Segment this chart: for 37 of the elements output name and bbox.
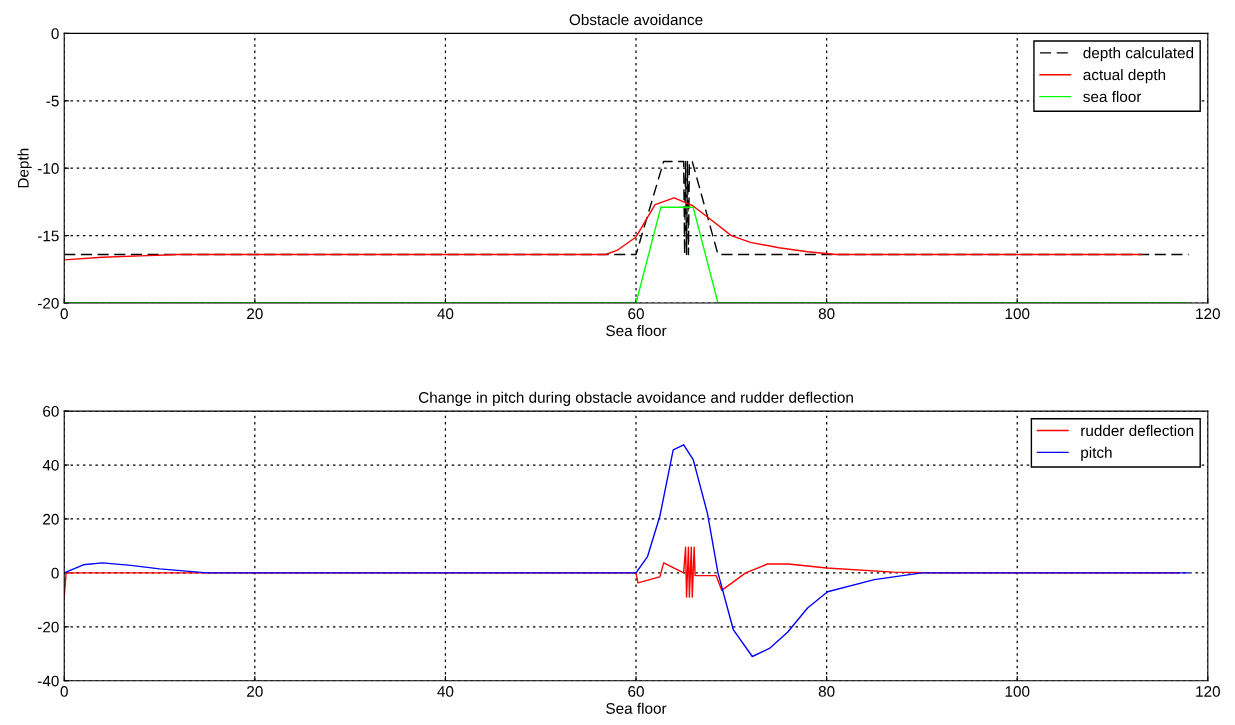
- y-tick-label: -5: [46, 95, 59, 107]
- y-tick-label: -10: [37, 163, 59, 174]
- legend-label: sea floor: [1083, 90, 1142, 103]
- x-axis-title: Sea floor: [606, 702, 667, 714]
- legend-label: pitch: [1081, 446, 1112, 461]
- chart-title: Obstacle avoidance: [569, 13, 703, 26]
- x-tick-label: 60: [628, 308, 644, 320]
- x-tick-label: 0: [60, 308, 68, 320]
- x-tick-label: 120: [1196, 308, 1220, 320]
- x-axis-title: Sea floor: [606, 324, 667, 337]
- x-tick-label: 100: [1005, 308, 1030, 320]
- x-tick-label: 120: [1196, 686, 1220, 697]
- y-tick-label: -15: [37, 230, 59, 242]
- legend-label: actual depth: [1083, 68, 1166, 84]
- x-tick-label: 60: [628, 686, 644, 697]
- line-series: [64, 444, 1190, 658]
- y-tick-label: -20: [37, 621, 59, 633]
- x-tick-label: 40: [437, 686, 454, 697]
- y-tick-label: -20: [37, 297, 59, 309]
- y-tick-label: -40: [37, 675, 59, 687]
- x-tick-label: 20: [247, 686, 263, 697]
- x-tick-label: 80: [818, 308, 835, 320]
- line-series: [64, 197, 1142, 261]
- x-tick-label: 80: [818, 686, 835, 697]
- x-tick-label: 0: [60, 686, 68, 697]
- y-tick-label: 20: [43, 513, 59, 525]
- x-tick-label: 100: [1005, 686, 1030, 697]
- y-tick-label: 0: [51, 28, 59, 40]
- x-tick-label: 40: [437, 308, 454, 320]
- chart-title: Change in pitch during obstacle avoidance and rudder deflection: [418, 391, 853, 406]
- x-tick-label: 20: [247, 308, 263, 320]
- y-tick-label: 0: [51, 567, 59, 579]
- y-tick-label: 60: [43, 405, 59, 417]
- legend-label: depth calculated: [1083, 47, 1194, 62]
- y-axis-title: Depth: [17, 148, 32, 188]
- y-tick-label: 40: [42, 459, 59, 471]
- legend-label: rudder deflection: [1081, 424, 1194, 437]
